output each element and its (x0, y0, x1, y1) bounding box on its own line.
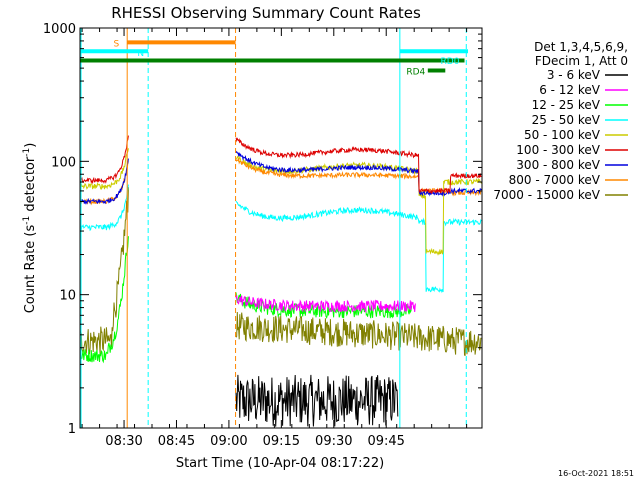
legend-label: 3 - 6 keV (547, 68, 601, 82)
legend-header-line-2: FDecim 1, Att 0 (535, 54, 628, 68)
axes-group: 1 10 100 1000 08:30 08:45 09:00 09:15 09:30 09:45 (43, 22, 482, 449)
y-tick-label: 100 (51, 155, 76, 170)
y-axis-label-main: Count Rate (s (23, 225, 38, 314)
x-axis-label: Start Time (10-Apr-04 08:17:22) (176, 456, 384, 471)
legend-header-line-1: Det 1,3,4,5,6,9, (534, 40, 628, 54)
legend-label: 6 - 12 keV (539, 83, 601, 97)
y-axis-label-mid: detector (23, 156, 38, 216)
y-axis-label-sup2: -1 (22, 148, 32, 157)
y-axis-label-end: ) (23, 143, 38, 148)
plot-markers-group: S N RD0 RD4 (80, 28, 469, 428)
x-tick-label: 09:45 (367, 434, 404, 449)
status-bar-label: RD0 (441, 57, 460, 67)
legend-label: 50 - 100 keV (524, 128, 601, 142)
x-tick-label: 08:30 (105, 434, 142, 449)
legend-label: 12 - 25 keV (532, 98, 601, 112)
x-tick-label: 08:45 (158, 434, 195, 449)
legend-label: 7000 - 15000 keV (493, 188, 600, 202)
y-tick-label: 1 (68, 422, 76, 437)
y-axis-label: Count Rate (s-1 detector-1) (22, 143, 38, 314)
legend-label: 300 - 800 keV (516, 158, 600, 172)
plot-series-group (79, 135, 482, 427)
legend-label: 25 - 50 keV (532, 113, 601, 127)
legend: Det 1,3,4,5,6,9, FDecim 1, Att 0 3 - 6 k… (493, 40, 628, 202)
legend-label: 800 - 7000 keV (509, 173, 601, 187)
series-line (79, 184, 482, 294)
status-bar-label: RD4 (406, 68, 425, 78)
plot-frame (79, 27, 483, 429)
footer-date: 16-Oct-2021 18:51 (558, 469, 634, 478)
y-tick-label: 10 (59, 289, 76, 304)
legend-label: 100 - 300 keV (516, 143, 600, 157)
series-line (235, 374, 399, 427)
x-tick-label: 09:30 (315, 434, 352, 449)
status-bar-label: S (113, 39, 119, 49)
status-bar-label: N (137, 49, 144, 59)
x-tick-label: 09:00 (210, 434, 247, 449)
series-line (235, 295, 416, 314)
x-tick-label: 09:15 (263, 434, 300, 449)
series-line (79, 148, 482, 256)
series-line (79, 187, 482, 356)
series-line (79, 150, 482, 205)
y-axis-label-sup1: -1 (22, 216, 32, 225)
y-tick-label: 1000 (43, 22, 76, 37)
series-line (79, 135, 482, 195)
chart-title: RHESSI Observing Summary Count Rates (111, 4, 421, 22)
